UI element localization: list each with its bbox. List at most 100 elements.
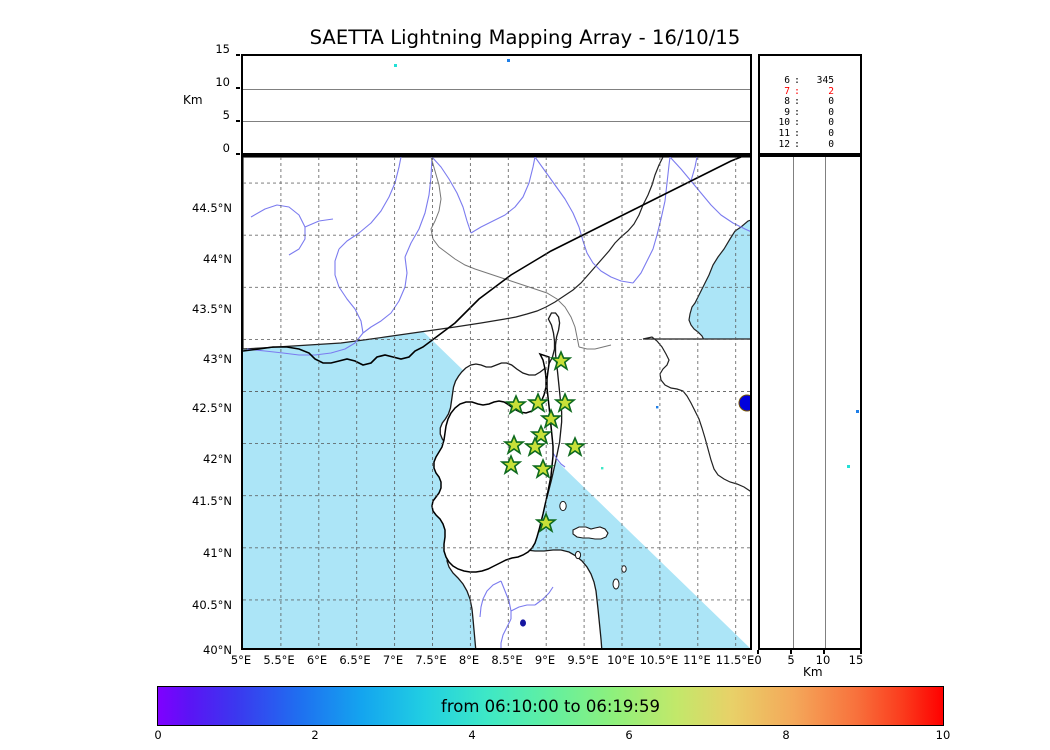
tickmark-right-15 [860, 650, 862, 654]
count-value: 0 [828, 127, 834, 139]
count-colon: : [794, 106, 800, 118]
station-star [563, 435, 587, 457]
count-stations: 9 [784, 106, 790, 118]
map-ytick-41-5: 41.5°N [192, 494, 232, 508]
station-star [526, 391, 550, 413]
count-row: 10: 0 [770, 118, 834, 129]
gridline-top-10km [243, 88, 750, 90]
source-point [601, 467, 604, 470]
gridline-right-5km [792, 157, 794, 648]
count-stations: 6 [784, 75, 790, 86]
count-value: 0 [828, 117, 834, 129]
count-colon: : [794, 127, 800, 139]
map-xtick-8: 8°E [458, 653, 480, 667]
map-ytick-41: 41°N [203, 546, 232, 560]
islet-capraia [559, 500, 567, 512]
gridline-right-10km [825, 157, 827, 648]
top-ytick-0: 0 [222, 141, 230, 155]
right-xtick-0: 0 [754, 653, 762, 667]
map-ytick-44: 44°N [203, 252, 232, 266]
top-panel-ylabel: Km [183, 93, 203, 107]
count-colon: : [794, 85, 800, 97]
tickmark-top-10 [236, 87, 240, 89]
map-ytick-44-5: 44.5°N [192, 201, 232, 215]
count-stations: 12 [778, 138, 790, 150]
station-star [502, 433, 526, 455]
top-ytick-10: 10 [215, 75, 230, 89]
colorbar-tick-2: 2 [311, 728, 319, 742]
right-panel-xlabel: Km [803, 665, 823, 679]
map-xtick-10: 10°E [607, 653, 635, 667]
count-stations: 7 [784, 85, 790, 97]
map-ytick-43-5: 43.5°N [192, 302, 232, 316]
colorbar-tick-4: 4 [468, 728, 476, 742]
time-colorbar[interactable]: from 06:10:00 to 06:19:59 0 2 4 6 8 10 [154, 686, 950, 742]
coastline-provence [243, 157, 742, 366]
map-xtick-11: 11°E [683, 653, 711, 667]
tickmark-right-0 [757, 650, 759, 654]
tickmark-right-10 [823, 650, 825, 654]
colorbar-tick-0: 0 [154, 728, 162, 742]
tickmark-right-5 [790, 650, 792, 654]
right-xtick-5: 5 [787, 653, 795, 667]
station-star [529, 423, 553, 445]
map-xtick-6: 6°E [306, 653, 328, 667]
count-row: 6: 345 [770, 75, 834, 87]
islet-pianosa [574, 550, 582, 560]
count-row: 12: 0 [770, 138, 834, 151]
count-row: 8: 0 [770, 97, 834, 108]
colorbar-tick-8: 8 [782, 728, 790, 742]
map-ytick-40-5: 40.5°N [192, 598, 232, 612]
islet-giglio [621, 565, 627, 573]
right-xtick-10: 10 [815, 653, 831, 667]
map-xtick-9-5: 9.5°E [567, 653, 599, 667]
lon-lat-map-panel[interactable] [241, 155, 752, 650]
count-value: 2 [828, 85, 834, 97]
map-xtick-7: 7°E [382, 653, 404, 667]
island-elba [572, 526, 609, 540]
station-star [499, 453, 523, 475]
station-count-list: 6: 345 7: 2 8: 0 9: 0 10: 0 11: 0 12: 0 [770, 75, 834, 151]
top-ytick-5: 5 [222, 108, 230, 122]
count-row: 9: 0 [770, 106, 834, 119]
page-title: SAETTA Lightning Mapping Array - 16/10/1… [309, 26, 741, 49]
islet-montecristo [612, 578, 620, 590]
map-geography [243, 157, 750, 648]
gridline-top-5km [243, 120, 750, 122]
coastline-corsica [431, 352, 554, 573]
map-xtick-9: 9°E [534, 653, 556, 667]
station-star [531, 457, 555, 479]
lma-station-markers[interactable] [499, 349, 587, 533]
height-vs-latitude-panel [758, 155, 862, 650]
map-gridlines [243, 157, 750, 648]
height-vs-longitude-panel [241, 54, 752, 155]
colorbar-tick-6: 6 [625, 728, 633, 742]
map-xtick-5-5: 5.5°E [263, 653, 295, 667]
source-point [656, 406, 659, 409]
station-star [534, 511, 558, 533]
river-network [246, 157, 750, 648]
map-xtick-6-5: 6.5°E [339, 653, 371, 667]
map-ytick-40: 40°N [203, 643, 232, 657]
tickmark-top-0 [236, 153, 240, 155]
map-xtick-7-5: 7.5°E [415, 653, 447, 667]
count-stations: 11 [778, 127, 790, 139]
map-xtick-11-5: 11.5°E [715, 653, 755, 667]
blue-source-marker [738, 394, 750, 412]
administrative-borders [430, 157, 612, 350]
count-stations: 8 [784, 96, 790, 108]
count-colon: : [794, 75, 800, 86]
tickmark-top-5 [236, 120, 240, 122]
map-xtick-8-5: 8.5°E [491, 653, 523, 667]
count-stations: 10 [778, 117, 790, 129]
station-star [553, 391, 577, 413]
map-ytick-42-5: 42.5°N [192, 401, 232, 415]
map-ytick-42: 42°N [203, 452, 232, 466]
top-panel-points [394, 59, 510, 67]
station-star [504, 393, 528, 415]
map-ytick-43: 43°N [203, 352, 232, 366]
map-xtick-5: 5°E [230, 653, 252, 667]
colorbar-tick-10: 10 [935, 728, 951, 742]
count-row: 7: 2 [770, 85, 834, 98]
